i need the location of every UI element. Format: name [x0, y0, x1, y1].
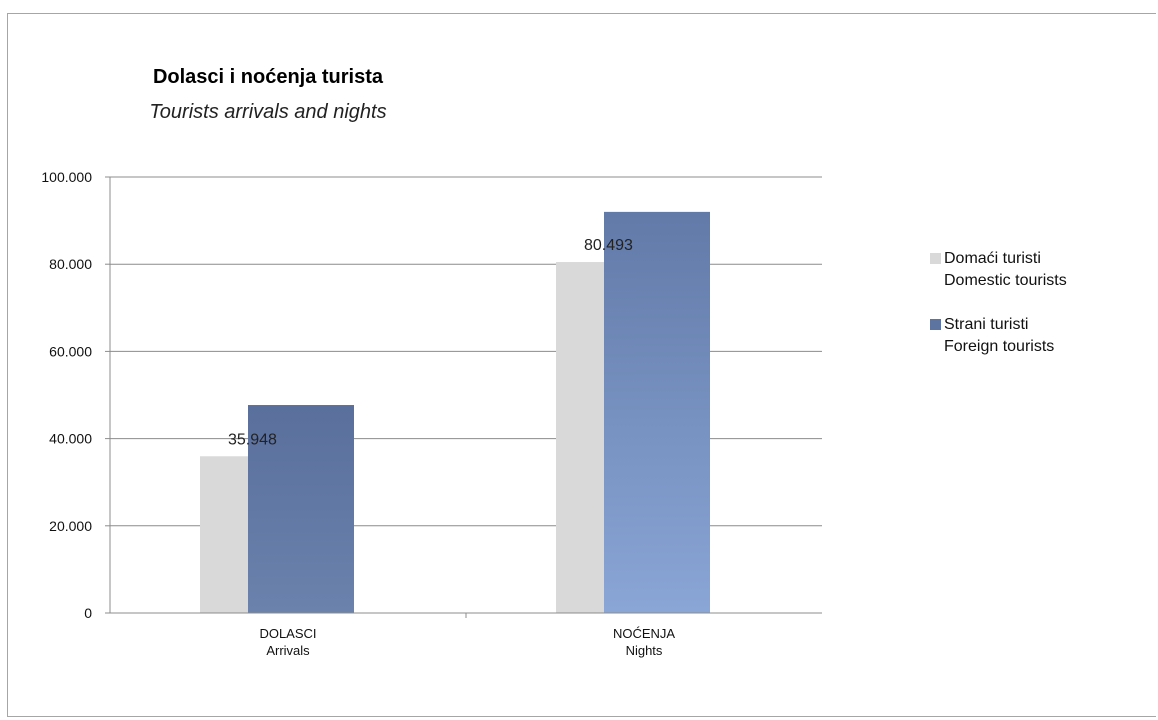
bar-foreign	[248, 405, 354, 613]
legend-label-domestic-local: Domaći turisti	[944, 250, 1041, 267]
y-tick-label: 40.000	[49, 431, 92, 447]
axes: 0 20.000 40.000 60.000 80.000 100.000 DOLASCI A…	[41, 169, 822, 658]
bar-domestic	[556, 262, 604, 613]
y-tick-label: 100.000	[41, 169, 92, 185]
x-category-label: Nights	[626, 643, 663, 658]
chart-title: Dolasci i noćenja turista	[152, 66, 384, 88]
chart-subtitle: Tourists arrivals and nights	[149, 101, 387, 123]
x-category-label: NOĆENJA	[613, 626, 675, 641]
bar-domestic	[200, 456, 248, 613]
legend-label-foreign-local: Strani turisti	[944, 316, 1029, 333]
legend-item-foreign: Strani turisti Foreign tourists	[930, 314, 1067, 358]
y-tick-label: 80.000	[49, 256, 92, 272]
y-tick-label: 0	[84, 605, 92, 621]
legend-label-domestic-en: Domestic tourists	[944, 272, 1067, 289]
legend: Domaći turisti Domestic tourists Strani …	[930, 248, 1067, 380]
y-tick-label: 60.000	[49, 343, 92, 359]
data-labels: 35.948 80.493	[228, 237, 633, 448]
legend-swatch-domestic	[930, 253, 941, 264]
legend-swatch-foreign	[930, 319, 941, 330]
legend-label-foreign-en: Foreign tourists	[944, 338, 1055, 355]
legend-item-domestic: Domaći turisti Domestic tourists	[930, 248, 1067, 292]
data-label-domestic: 35.948	[228, 431, 277, 448]
bar-foreign	[604, 211, 710, 613]
x-category-label: DOLASCI	[259, 626, 316, 641]
data-label-domestic: 80.493	[584, 237, 633, 254]
y-tick-label: 20.000	[49, 518, 92, 534]
bars	[200, 211, 710, 613]
x-category-label: Arrivals	[266, 643, 310, 658]
